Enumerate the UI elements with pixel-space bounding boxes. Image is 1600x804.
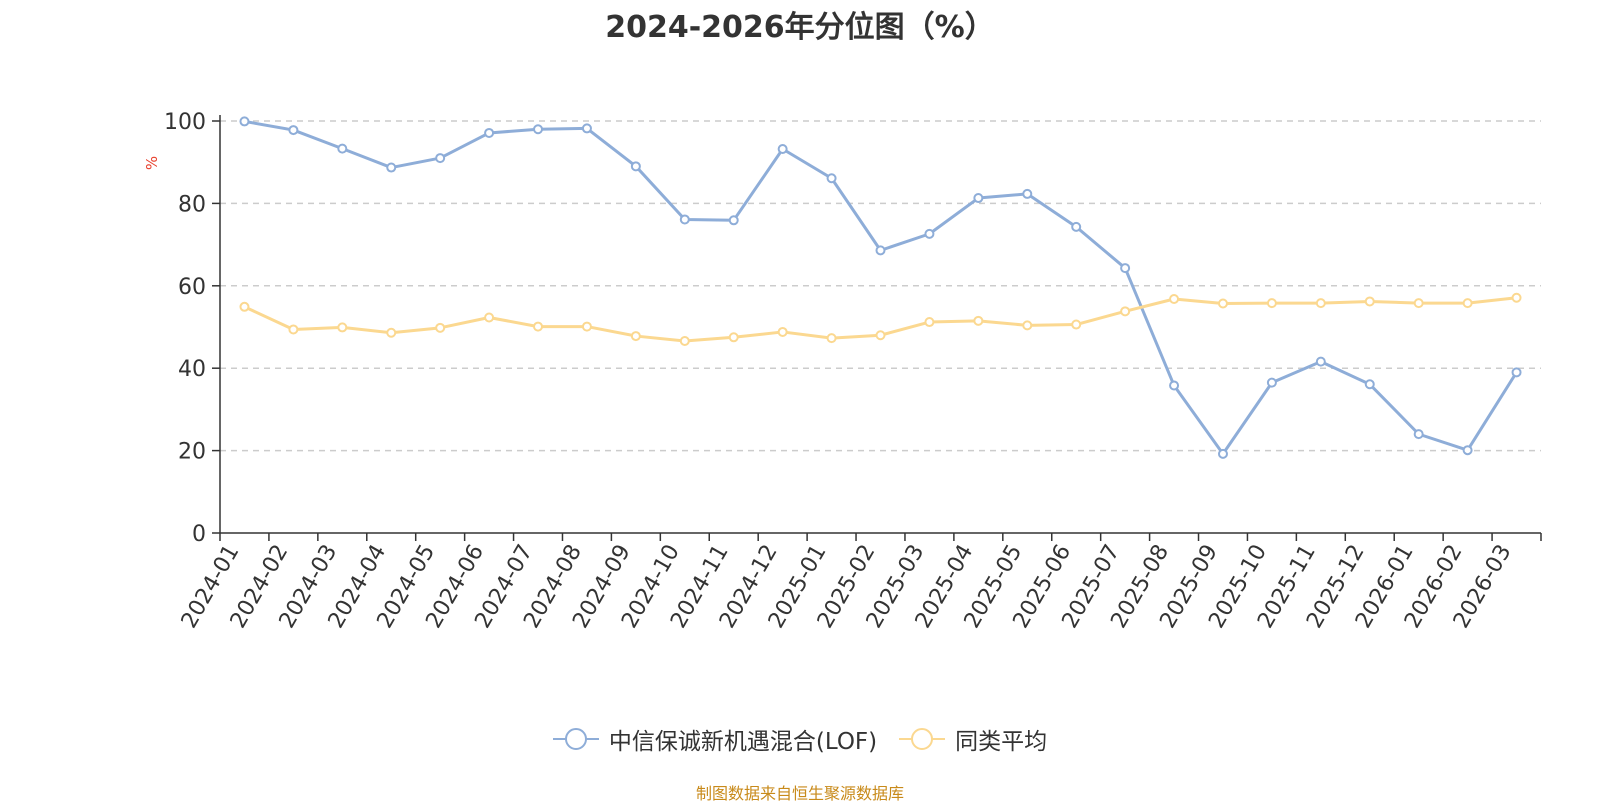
series-0-point xyxy=(875,245,886,256)
series-0-point xyxy=(630,161,641,172)
series-1-point xyxy=(1462,298,1473,309)
chart-legend: 中信保诚新机遇混合(LOF) 同类平均 xyxy=(0,722,1600,756)
y-tick-label: 40 xyxy=(178,357,206,382)
series-1-point xyxy=(875,330,886,341)
series-0-point xyxy=(337,143,348,154)
legend-swatch-average-icon xyxy=(899,728,946,750)
legend-item-fund[interactable]: 中信保诚新机遇混合(LOF) xyxy=(552,722,878,756)
series-1-point xyxy=(435,322,446,333)
legend-label-peer-average: 同类平均 xyxy=(955,729,1048,755)
series-0-point xyxy=(288,125,299,136)
series-line-0 xyxy=(244,119,1518,456)
series-1-point xyxy=(1169,293,1180,304)
legend-item-peer-average[interactable]: 同类平均 xyxy=(899,722,1047,756)
series-0-point xyxy=(239,116,250,127)
y-tick-label: 80 xyxy=(178,192,206,217)
series-0-point xyxy=(1364,379,1375,390)
series-1-point xyxy=(777,326,788,337)
series-1-point xyxy=(1413,298,1424,309)
series-1-point xyxy=(533,321,544,332)
data-source-note: 制图数据来自恒生聚源数据库 xyxy=(695,784,904,803)
series-1-point xyxy=(337,322,348,333)
series-0-point xyxy=(728,215,739,226)
series-1-point xyxy=(1266,298,1277,309)
series-1-point xyxy=(288,324,299,335)
series-1-point xyxy=(484,312,495,323)
series-0-point xyxy=(484,127,495,138)
series-0-point xyxy=(1071,221,1082,232)
series-1-point xyxy=(826,333,837,344)
legend-swatch-fund-icon xyxy=(552,728,599,750)
series-0-point xyxy=(777,144,788,155)
series-1-point xyxy=(581,321,592,332)
legend-label-fund: 中信保诚新机遇混合(LOF) xyxy=(608,729,878,755)
series-0-point xyxy=(973,193,984,204)
y-tick-label: 60 xyxy=(178,275,206,300)
series-1-point xyxy=(630,331,641,342)
series-1-point xyxy=(1217,298,1228,309)
series-0-point xyxy=(386,162,397,173)
series-0-point xyxy=(533,124,544,135)
series-0-point xyxy=(1022,188,1033,199)
series-0-point xyxy=(435,153,446,164)
y-tick-label: 100 xyxy=(164,110,206,135)
series-0-point xyxy=(924,228,935,239)
series-0-point xyxy=(1413,429,1424,440)
series-0-point xyxy=(1217,448,1228,459)
series-1-point xyxy=(1120,306,1131,317)
series-1-point xyxy=(973,315,984,326)
series-0-point xyxy=(1315,356,1326,367)
series-0-point xyxy=(1169,380,1180,391)
series-1-point xyxy=(1364,296,1375,307)
chart-title: 2024-2026年分位图（%） xyxy=(605,10,995,45)
y-tick-label: 20 xyxy=(178,440,206,465)
series-1-point xyxy=(386,327,397,338)
series-0-point xyxy=(1266,377,1277,388)
series-1-point xyxy=(239,301,250,312)
series-1-point xyxy=(1022,320,1033,331)
series-0-point xyxy=(1462,445,1473,456)
y-tick-label: 0 xyxy=(192,522,206,547)
y-axis-label: % xyxy=(143,156,161,170)
series-1-point xyxy=(1071,319,1082,330)
series-1-point xyxy=(1315,298,1326,309)
series-1-point xyxy=(1511,292,1522,303)
series-0-point xyxy=(1120,263,1131,274)
series-0-point xyxy=(826,173,837,184)
series-0-point xyxy=(581,123,592,134)
series-1-point xyxy=(924,317,935,328)
series-0-point xyxy=(679,214,690,225)
series-0-point xyxy=(1511,367,1522,378)
series-1-point xyxy=(679,336,690,347)
series-1-point xyxy=(728,332,739,343)
